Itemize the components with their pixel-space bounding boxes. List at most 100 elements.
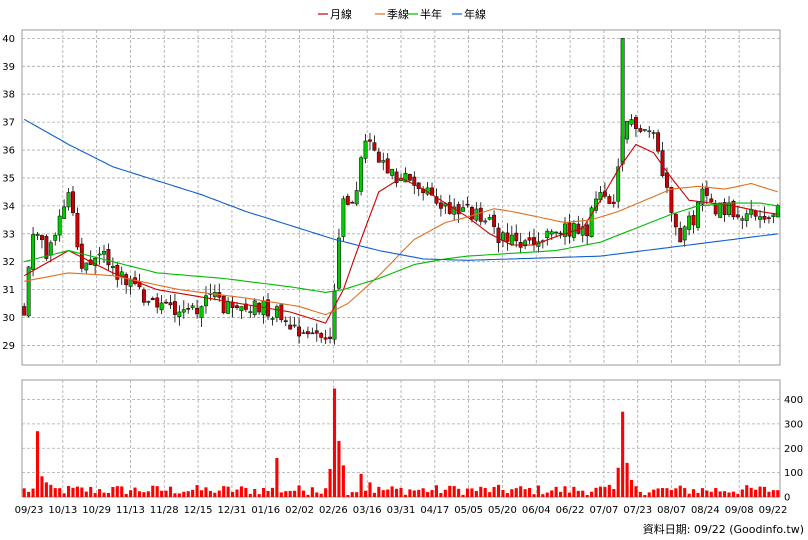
candle-body — [567, 222, 572, 237]
ma-quarter-line — [24, 182, 778, 316]
candle-body — [469, 207, 474, 220]
volume-bar — [377, 486, 381, 497]
candle-body — [301, 332, 306, 334]
candle-body — [359, 157, 364, 192]
candle-body — [226, 301, 231, 314]
volume-bar — [718, 491, 722, 497]
candle-body — [22, 306, 27, 316]
volume-bar — [155, 486, 159, 497]
volume-bar — [638, 491, 642, 497]
volume-bar — [714, 488, 718, 497]
volume-bar — [643, 494, 647, 497]
volume-bar — [164, 490, 168, 497]
candle-body — [221, 295, 226, 314]
candle-body — [297, 326, 301, 337]
volume-bar — [35, 431, 40, 497]
x-tick-label: 11/28 — [150, 505, 179, 516]
candle-body — [97, 253, 102, 256]
x-tick-label: 08/07 — [657, 505, 686, 516]
candle-body — [452, 206, 457, 215]
x-tick-label: 10/29 — [82, 505, 111, 516]
candle-body — [403, 172, 408, 183]
volume-bar — [634, 486, 638, 497]
candle-body — [585, 224, 590, 237]
volume-bar — [731, 491, 736, 497]
chart-legend: 月線 季線 半年 年線 — [318, 7, 486, 21]
candle-body — [328, 336, 333, 339]
candle-body — [31, 234, 36, 270]
volume-bar — [66, 486, 71, 497]
volume-bar — [359, 473, 363, 497]
volume-bar — [621, 411, 625, 497]
volume-bar — [332, 388, 337, 497]
volume-bar — [146, 491, 150, 497]
candle-body — [381, 160, 386, 163]
volume-bar — [430, 490, 434, 497]
volume-bar — [293, 490, 297, 497]
candle-body — [611, 201, 616, 204]
volume-bar — [297, 485, 301, 497]
volume-bar — [93, 493, 97, 497]
volume-bar — [337, 440, 341, 497]
candle-body — [394, 171, 399, 183]
volume-bar — [550, 490, 554, 497]
volume-bar — [510, 489, 514, 497]
volume-tick-label: 100 — [784, 468, 803, 479]
candle-body — [669, 187, 674, 213]
candle-body — [376, 151, 381, 163]
volume-bar — [115, 486, 119, 497]
candle-body — [722, 202, 727, 215]
candle-body — [709, 198, 714, 203]
volume-bar — [723, 491, 727, 497]
volume-bar — [545, 492, 549, 497]
volume-bar — [284, 491, 288, 497]
volume-bar — [208, 490, 212, 497]
volume-bar — [683, 488, 687, 497]
volume-bar — [226, 486, 230, 497]
volume-bar — [244, 487, 248, 497]
volume-bar — [266, 490, 270, 497]
volume-bar — [479, 486, 483, 497]
candle-body — [110, 266, 115, 269]
volume-panel: 0 100 200 300 400 — [21, 379, 803, 504]
volume-bar — [168, 486, 173, 497]
volume-bar — [421, 488, 425, 497]
candle-body — [354, 190, 359, 205]
volume-bar — [488, 492, 492, 497]
candle-body — [607, 196, 612, 204]
volume-bar — [399, 487, 403, 497]
candle-body — [164, 301, 168, 304]
volume-bar — [594, 487, 598, 497]
volume-bar — [239, 486, 243, 497]
candle-body — [740, 218, 745, 221]
x-tick-label: 05/20 — [488, 505, 517, 516]
volume-bar — [120, 486, 124, 497]
volume-bar — [350, 492, 354, 497]
volume-bar — [262, 487, 266, 497]
candle-body — [700, 188, 705, 205]
price-tick-label: 30 — [2, 313, 15, 324]
price-tick-label: 35 — [2, 173, 15, 184]
candle-body — [434, 196, 439, 204]
candle-body — [456, 204, 461, 215]
candle-body — [159, 302, 164, 311]
volume-bar — [403, 494, 407, 497]
volume-bar — [390, 486, 394, 497]
volume-bar — [496, 484, 501, 497]
volume-bar — [616, 467, 620, 497]
candle-body — [314, 330, 319, 334]
candle-body — [696, 201, 700, 228]
candle-body — [438, 202, 443, 209]
candle-body — [558, 232, 563, 235]
candle-body — [771, 214, 776, 217]
candle-body — [483, 220, 488, 223]
volume-bar — [581, 490, 585, 497]
candle-body — [279, 304, 284, 321]
candle-body — [687, 215, 692, 230]
volume-bar — [44, 482, 48, 497]
ma-year-line — [23, 118, 778, 261]
volume-bar — [514, 488, 518, 497]
candle-body — [288, 324, 293, 330]
volume-bar — [762, 486, 767, 497]
volume-bar — [598, 486, 603, 497]
